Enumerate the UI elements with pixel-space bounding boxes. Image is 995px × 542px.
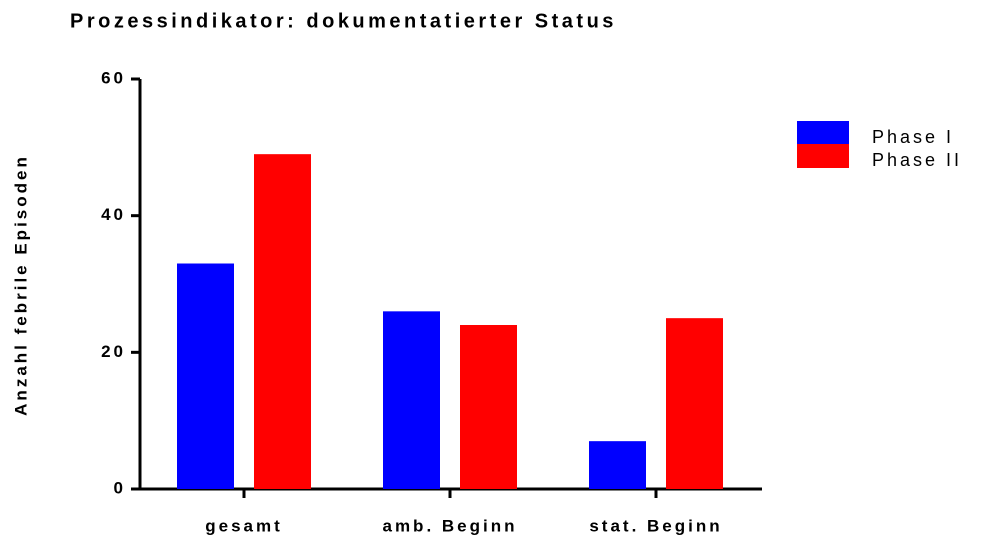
y-axis-label: Anzahl febrile Episoden bbox=[11, 154, 30, 416]
y-tick-label: 60 bbox=[101, 68, 126, 87]
bar bbox=[666, 318, 723, 489]
bar bbox=[177, 263, 234, 489]
x-tick-label: amb. Beginn bbox=[382, 516, 517, 535]
legend-label: Phase II bbox=[872, 150, 962, 170]
x-tick-label: stat. Beginn bbox=[589, 516, 722, 535]
bar bbox=[589, 441, 646, 489]
legend-swatch bbox=[797, 144, 849, 168]
y-tick-label: 40 bbox=[101, 205, 126, 224]
chart-title: Prozessindikator: dokumentatierter Statu… bbox=[70, 10, 617, 32]
bar bbox=[254, 154, 311, 489]
y-tick-label: 20 bbox=[101, 342, 126, 361]
x-tick-label: gesamt bbox=[205, 516, 283, 535]
y-tick-label: 0 bbox=[114, 478, 126, 497]
legend-swatch bbox=[797, 121, 849, 145]
bar bbox=[460, 325, 517, 489]
bar bbox=[383, 311, 440, 489]
legend-label: Phase I bbox=[872, 127, 954, 147]
